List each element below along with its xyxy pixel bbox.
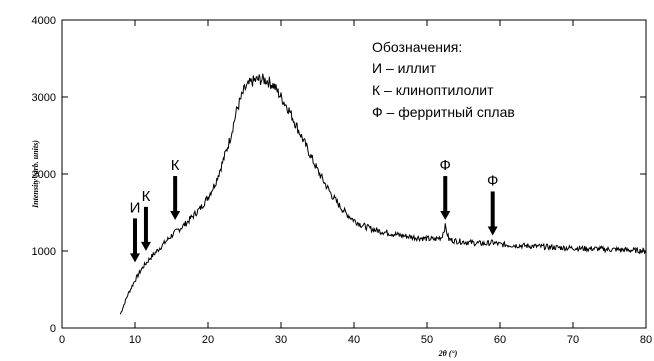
legend-entry-clinoptilolite: К – клиноптилолит xyxy=(372,82,494,98)
x-tick-label: 10 xyxy=(129,334,141,346)
y-tick-label: 3000 xyxy=(32,92,56,104)
peak-marker: И xyxy=(130,199,141,263)
x-ticks: 0 10 20 30 40 50 60 70 80 xyxy=(59,20,652,346)
peak-marker: Ф xyxy=(487,172,498,236)
peak-arrow-head xyxy=(440,211,451,221)
plot-frame xyxy=(61,19,647,329)
y-tick-label: 0 xyxy=(50,323,56,335)
peak-marker-label: Ф xyxy=(487,172,498,189)
x-tick-label: 80 xyxy=(640,334,652,346)
legend-title: Обозначения: xyxy=(372,39,462,55)
y-tick-label: 1000 xyxy=(32,246,56,258)
x-tick-label: 40 xyxy=(348,334,360,346)
legend-entry-illite: И – иллит xyxy=(372,60,437,76)
peak-marker: К xyxy=(140,188,151,251)
legend-entry-ferrite-alloy: Ф – ферритный сплав xyxy=(372,104,515,120)
x-tick-label: 20 xyxy=(202,334,214,346)
y-tick-label: 2000 xyxy=(32,169,56,181)
x-tick-label: 0 xyxy=(59,334,65,346)
y-ticks: 0 1000 2000 3000 4000 xyxy=(32,15,646,335)
x-tick-label: 50 xyxy=(421,334,433,346)
x-tick-label: 30 xyxy=(275,334,287,346)
peak-marker-label: К xyxy=(142,188,151,205)
peak-arrow-head xyxy=(487,226,498,236)
peak-marker-label: К xyxy=(171,157,180,174)
peak-arrow-head xyxy=(140,241,151,251)
peak-marker: Ф xyxy=(440,157,451,221)
x-tick-label: 70 xyxy=(567,334,579,346)
legend: Обозначения: И – иллит К – клиноптилолит… xyxy=(372,39,515,120)
peak-marker: К xyxy=(170,157,181,221)
peak-arrow-head xyxy=(170,211,181,221)
peak-marker-label: И xyxy=(130,199,141,216)
peak-marker-label: Ф xyxy=(440,157,451,174)
series-line xyxy=(119,73,647,315)
peak-arrow-head xyxy=(130,253,140,263)
y-tick-label: 4000 xyxy=(32,15,56,27)
x-axis-label: 2θ (°) xyxy=(438,349,458,358)
peak-markers: ИКК ФФ xyxy=(130,157,498,263)
x-tick-label: 60 xyxy=(494,334,506,346)
y-axis-label: Intensity (arb. units) xyxy=(31,140,40,209)
